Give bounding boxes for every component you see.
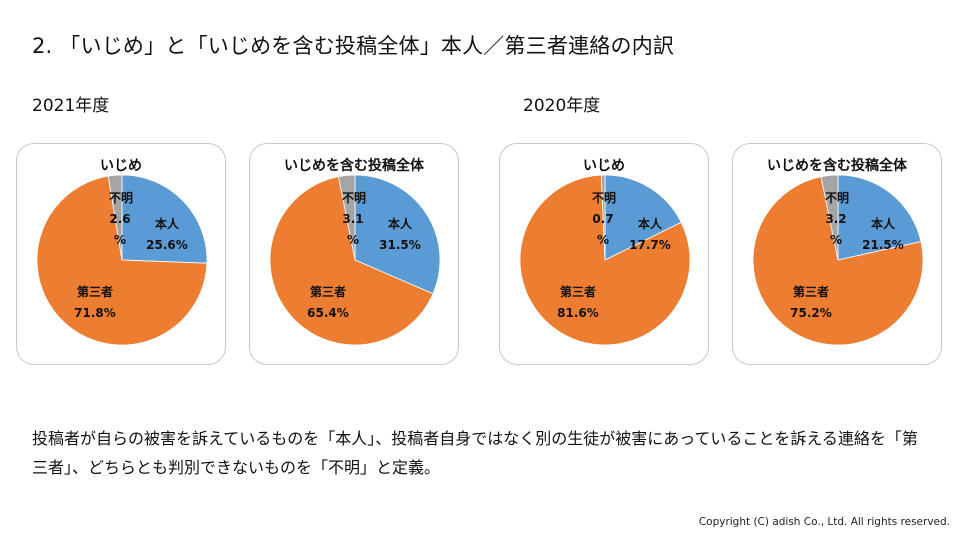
slice-label-daisansha: 第三者 81.6% <box>548 282 608 324</box>
slice-label-honnin: 本人 25.6% <box>143 214 191 256</box>
pie-slice-fumei <box>820 174 839 261</box>
slice-label-honnin: 本人 17.7% <box>626 214 674 256</box>
slice-name: 不明 <box>342 191 367 205</box>
slice-value: 75.2% <box>790 306 832 320</box>
slice-percent-sign: % <box>829 233 843 247</box>
pie-slice-daisansha <box>269 176 434 346</box>
pie-title: いじめ <box>100 158 142 174</box>
definition-note: 投稿者が自らの被害を訴えているものを「本人」、投稿者自身ではなく別の生徒が被害に… <box>32 429 918 477</box>
slice-name: 本人 <box>387 217 412 231</box>
pie-title: いじめを含む投稿全体 <box>767 158 907 174</box>
pie-chart <box>36 174 208 346</box>
pie-slice-fumei <box>338 174 356 261</box>
slice-label-fumei: 不明 0.7% <box>592 188 617 251</box>
pie-chart <box>269 174 441 346</box>
slice-value: 17.7% <box>629 238 671 252</box>
pie-slice-honnin <box>604 174 682 261</box>
slice-name: 本人 <box>154 217 179 231</box>
slice-value: 71.8% <box>74 306 116 320</box>
slice-label-daisansha: 第三者 71.8% <box>65 282 125 324</box>
slice-label-honnin: 本人 21.5% <box>859 214 907 256</box>
slice-name: 不明 <box>825 191 850 205</box>
pie-slice-fumei <box>600 174 606 261</box>
pie-title: いじめを含む投稿全体 <box>284 158 424 174</box>
slice-name: 第三者 <box>559 285 596 299</box>
slice-percent-sign: % <box>596 233 610 247</box>
slice-name: 不明 <box>109 191 134 205</box>
pie-slice-daisansha <box>36 175 208 346</box>
pie-slice-daisansha <box>752 176 924 346</box>
slice-name: 不明 <box>592 191 617 205</box>
slice-name: 第三者 <box>76 285 113 299</box>
slice-value: 3.1 <box>342 212 364 226</box>
slice-value: 3.2 <box>825 212 847 226</box>
copyright: Copyright (C) adish Co., Ltd. All rights… <box>698 516 950 528</box>
slice-label-daisansha: 第三者 65.4% <box>298 282 358 324</box>
pie-slice-honnin <box>354 174 441 295</box>
slice-name: 第三者 <box>792 285 829 299</box>
slice-value: 65.4% <box>307 306 349 320</box>
year-label-2021: 2021年度 <box>32 96 110 116</box>
slice-value: 25.6% <box>146 238 188 252</box>
page-title: 2. 「いじめ」と「いじめを含む投稿全体」本人／第三者連絡の内訳 <box>32 34 675 58</box>
slice-value: 81.6% <box>557 306 599 320</box>
slice-label-honnin: 本人 31.5% <box>376 214 424 256</box>
slice-label-fumei: 不明 3.2% <box>825 188 850 251</box>
slice-value: 0.7 <box>592 212 614 226</box>
pie-slice-honnin <box>121 174 208 264</box>
pie-panel-2021-all: いじめを含む投稿全体 本人 31.5% 第三者 65.4% 不明 3.1% <box>249 143 459 365</box>
pie-slice-fumei <box>107 174 123 261</box>
slice-label-fumei: 不明 3.1% <box>342 188 367 251</box>
pie-panel-2021-ijime: いじめ 本人 25.6% 第三者 71.8% 不明 2.6% <box>16 143 226 365</box>
slice-name: 本人 <box>870 217 895 231</box>
slice-value: 31.5% <box>379 238 421 252</box>
slice-name: 本人 <box>637 217 662 231</box>
slice-percent-sign: % <box>346 233 360 247</box>
slice-value: 2.6 <box>109 212 131 226</box>
slice-label-daisansha: 第三者 75.2% <box>781 282 841 324</box>
pie-chart <box>519 174 691 346</box>
pie-panel-2020-all: いじめを含む投稿全体 本人 21.5% 第三者 75.2% 不明 3.2% <box>732 143 942 365</box>
slice-name: 第三者 <box>309 285 346 299</box>
slice-value: 21.5% <box>862 238 904 252</box>
pie-title: いじめ <box>583 158 625 174</box>
pie-slice-honnin <box>837 174 922 261</box>
slice-percent-sign: % <box>113 233 127 247</box>
slice-label-fumei: 不明 2.6% <box>109 188 134 251</box>
year-label-2020: 2020年度 <box>523 96 601 116</box>
pie-panel-2020-ijime: いじめ 本人 17.7% 第三者 81.6% 不明 0.7% <box>499 143 709 365</box>
pie-chart <box>752 174 924 346</box>
